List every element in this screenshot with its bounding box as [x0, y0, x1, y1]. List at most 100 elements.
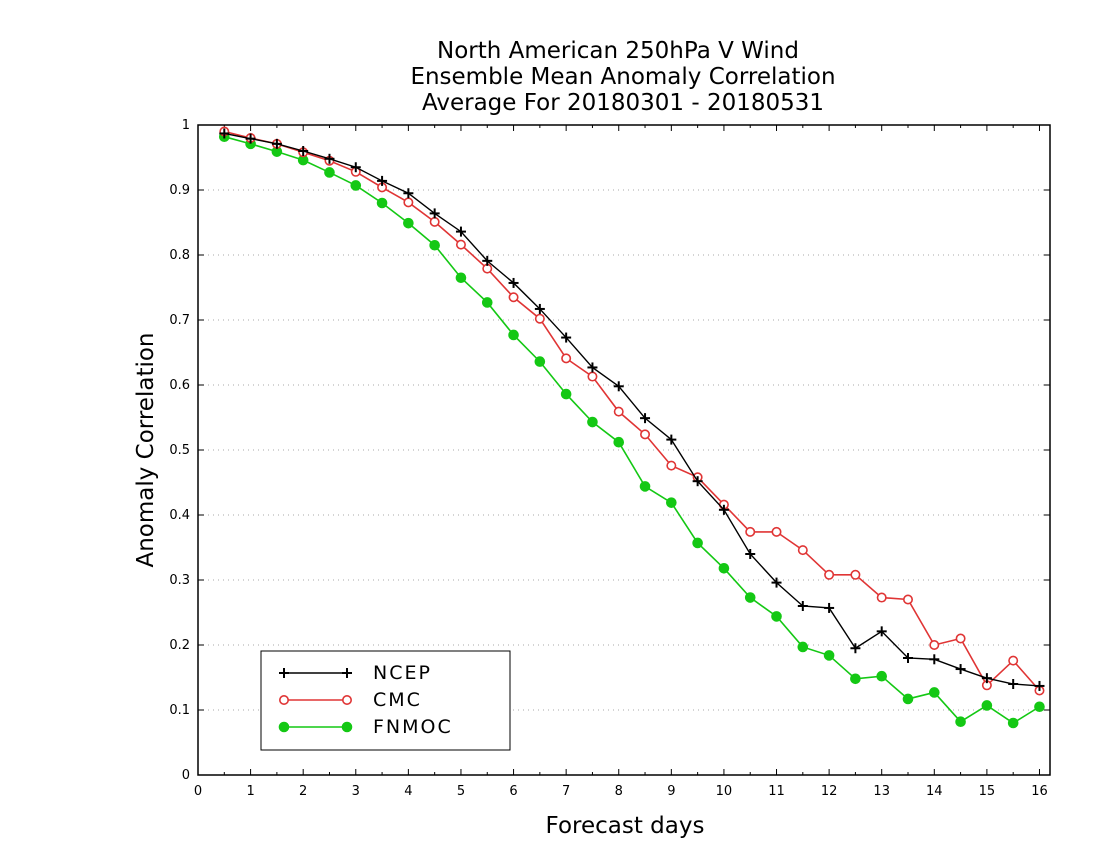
data-point-cmc — [955, 633, 966, 644]
data-point-ncep — [771, 577, 782, 588]
data-point-ncep — [903, 653, 913, 663]
data-point-cmc — [1008, 655, 1019, 666]
data-point-ncep — [718, 504, 729, 515]
data-point-cmc — [534, 313, 545, 324]
title-line-3: Average For 20180301 - 20180531 — [422, 90, 824, 116]
series-line-fnmoc — [224, 135, 1040, 724]
data-point-cmc — [876, 592, 887, 603]
legend-entries — [278, 668, 353, 733]
data-point-fnmoc — [771, 611, 782, 622]
legend-swatch-ncep — [279, 668, 352, 678]
data-point-ncep — [876, 626, 887, 637]
data-point-ncep — [508, 277, 519, 288]
data-point-fnmoc — [928, 687, 940, 698]
y-tick-label: 0.3 — [169, 573, 190, 588]
data-point-cmc — [561, 353, 572, 364]
data-point-ncep — [981, 673, 992, 684]
data-point-fnmoc — [744, 592, 756, 603]
data-point-fnmoc — [350, 180, 362, 191]
legend-swatch-cmc — [278, 694, 352, 705]
x-tick-label: 11 — [768, 784, 785, 799]
data-point-fnmoc — [1007, 717, 1019, 729]
legend-swatch-fnmoc — [278, 721, 353, 733]
data-point-ncep — [797, 601, 808, 611]
axes: 00.10.20.30.40.50.60.70.80.910 1 2 3 4 5 6 7 8 9 1… — [169, 118, 1051, 799]
data-point-ncep — [1034, 680, 1045, 691]
x-tick-label: 4 — [404, 784, 412, 799]
x-tick-label: 8 — [615, 784, 623, 799]
data-point-fnmoc — [692, 537, 703, 549]
data-point-cmc — [587, 371, 598, 382]
data-point-cmc — [929, 639, 940, 650]
legend-label-fnmoc: FNMOC — [373, 716, 453, 738]
data-point-fnmoc — [613, 436, 625, 448]
x-tick-label: 2 — [299, 784, 307, 799]
data-point-ncep — [929, 654, 940, 665]
legend-marker-cmc — [278, 694, 289, 705]
title-line-2: Ensemble Mean Anomaly Correlation — [410, 64, 835, 90]
x-tick-label: 16 — [1031, 784, 1048, 799]
data-point-fnmoc — [481, 297, 493, 308]
x-tick-label: 5 — [457, 784, 465, 799]
data-point-fnmoc — [981, 700, 993, 711]
series-ncep — [219, 128, 1045, 691]
data-point-cmc — [797, 545, 808, 556]
data-point-ncep — [534, 303, 545, 314]
data-point-ncep — [482, 255, 493, 266]
data-point-fnmoc — [403, 217, 414, 229]
legend: NCEP CMC FNMOC — [260, 650, 511, 751]
legend-marker-fnmoc — [278, 721, 290, 733]
series-cmc — [219, 126, 1045, 696]
data-point-fnmoc — [455, 272, 467, 284]
x-axis-label: Forecast days — [546, 813, 705, 839]
y-tick-label: 0.2 — [169, 638, 190, 653]
y-tick-label: 0.4 — [169, 508, 190, 523]
data-point-cmc — [429, 216, 440, 227]
data-point-fnmoc — [587, 416, 598, 428]
data-point-ncep — [955, 664, 966, 675]
x-tick-label: 15 — [979, 784, 996, 799]
data-point-cmc — [771, 526, 782, 537]
x-tick-label: 3 — [352, 784, 360, 799]
data-point-fnmoc — [534, 356, 546, 367]
data-point-cmc — [666, 460, 677, 471]
data-point-cmc — [745, 526, 756, 537]
y-tick-label: 0.1 — [169, 703, 190, 718]
data-point-fnmoc — [324, 167, 335, 178]
x-tick-label: 9 — [667, 784, 675, 799]
y-axis-label: Anomaly Correlation — [133, 332, 159, 567]
data-point-fnmoc — [1034, 701, 1045, 713]
data-point-ncep — [245, 133, 256, 144]
data-point-ncep — [850, 643, 861, 654]
x-tick-label: 1 — [246, 784, 254, 799]
y-tick-label: 0.8 — [169, 248, 190, 263]
data-point-ncep — [271, 138, 282, 149]
y-tick-label: 0.9 — [169, 183, 190, 198]
data-point-cmc — [508, 292, 519, 303]
data-point-ncep — [666, 434, 677, 445]
data-point-fnmoc — [666, 497, 677, 508]
title-line-1: North American 250hPa V Wind — [437, 38, 799, 64]
data-point-fnmoc — [902, 693, 914, 705]
data-point-ncep — [640, 413, 651, 424]
data-point-cmc — [824, 569, 835, 580]
data-point-ncep — [298, 146, 309, 156]
data-point-ncep — [377, 175, 388, 186]
legend-marker-cmc — [341, 694, 352, 705]
data-point-fnmoc — [823, 650, 835, 661]
series-line-cmc — [224, 130, 1041, 692]
x-tick-label: 6 — [509, 784, 517, 799]
data-point-ncep — [429, 208, 440, 219]
data-point-fnmoc — [376, 197, 388, 209]
x-tick-label: 0 — [194, 784, 202, 799]
x-tick-label: 14 — [926, 784, 943, 799]
data-point-ncep — [561, 332, 572, 343]
gridlines — [198, 189, 1050, 711]
legend-marker-fnmoc — [341, 721, 353, 733]
series — [218, 126, 1045, 729]
legend-marker-ncep — [342, 668, 352, 678]
data-point-fnmoc — [850, 673, 861, 685]
x-tick-label: 12 — [821, 784, 838, 799]
x-tick-label: 13 — [873, 784, 890, 799]
